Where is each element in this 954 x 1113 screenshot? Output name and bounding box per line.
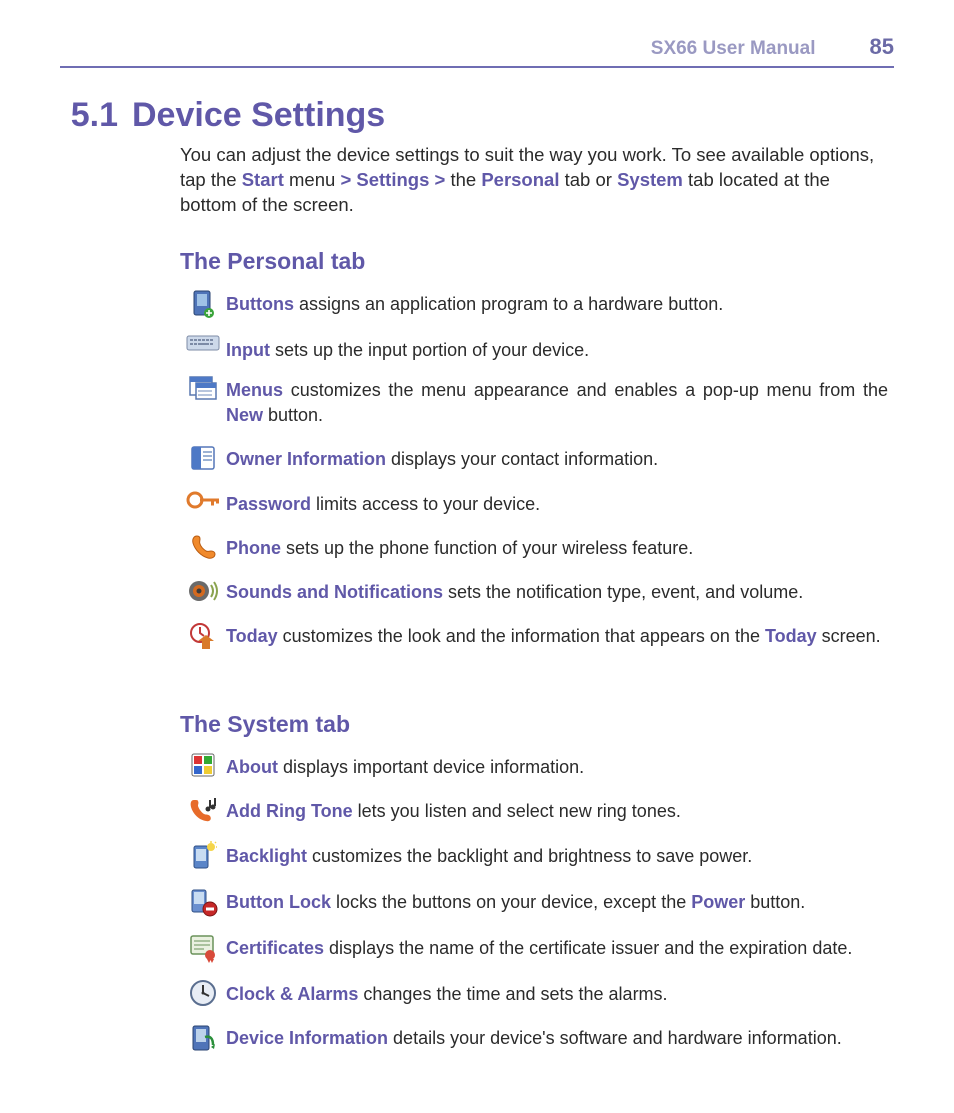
button-lock-icon (180, 887, 226, 917)
item-kw: New (226, 405, 263, 425)
item-desc: limits access to your device. (311, 494, 540, 514)
item-desc: sets up the phone function of your wirel… (281, 538, 693, 558)
owner-info-icon (180, 444, 226, 472)
list-item: Backlight customizes the backlight and b… (180, 841, 888, 871)
intro-text: tab or (559, 169, 617, 190)
list-item: Today customizes the look and the inform… (180, 621, 888, 651)
key-icon (180, 489, 226, 511)
page-number: 85 (870, 34, 894, 60)
device-info-icon (180, 1023, 226, 1053)
item-label: Backlight (226, 846, 307, 866)
intro-kw-start: Start (242, 169, 284, 190)
item-text: Password limits access to your device. (226, 489, 540, 517)
today-icon (180, 621, 226, 651)
item-label: Password (226, 494, 311, 514)
item-label: Clock & Alarms (226, 984, 358, 1004)
item-label: About (226, 757, 278, 777)
item-label: Button Lock (226, 892, 331, 912)
item-desc: sets up the input portion of your device… (270, 340, 589, 360)
item-kw: Today (765, 626, 817, 646)
item-label: Certificates (226, 938, 324, 958)
keyboard-icon (180, 335, 226, 353)
item-label: Buttons (226, 294, 294, 314)
list-item: Add Ring Tone lets you listen and select… (180, 796, 888, 824)
intro-kw-personal: Personal (481, 169, 559, 190)
ringtone-icon (180, 796, 226, 824)
list-item: Button Lock locks the buttons on your de… (180, 887, 888, 917)
system-items: About displays important device informat… (180, 752, 888, 1053)
intro-kw-settings: > Settings > (340, 169, 445, 190)
speaker-icon (180, 577, 226, 605)
system-tab-heading: The System tab (180, 711, 894, 738)
buttons-icon (180, 289, 226, 319)
item-text: Clock & Alarms changes the time and sets… (226, 979, 668, 1007)
item-label: Sounds and Notifications (226, 582, 443, 602)
item-desc: customizes the backlight and brightness … (307, 846, 752, 866)
item-label: Owner Information (226, 449, 386, 469)
item-label: Menus (226, 380, 283, 400)
section-number: 5.1 (60, 96, 132, 135)
item-desc: details your device's software and hardw… (388, 1028, 842, 1048)
certificates-icon (180, 933, 226, 963)
item-text: Device Information details your device's… (226, 1023, 842, 1051)
list-item: Clock & Alarms changes the time and sets… (180, 979, 888, 1007)
section-heading: 5.1 Device Settings (60, 96, 894, 135)
list-item: Input sets up the input portion of your … (180, 335, 888, 363)
item-text: Buttons assigns an application program t… (226, 289, 723, 317)
item-desc: button. (745, 892, 805, 912)
item-text: Phone sets up the phone function of your… (226, 533, 693, 561)
item-label: Device Information (226, 1028, 388, 1048)
item-text: Add Ring Tone lets you listen and select… (226, 796, 681, 824)
page-header: SX66 User Manual 85 (60, 34, 894, 68)
intro-text: menu (284, 169, 341, 190)
item-desc: customizes the menu appearance and enabl… (283, 380, 888, 400)
section-intro: You can adjust the device settings to su… (180, 143, 888, 218)
backlight-icon (180, 841, 226, 871)
item-text: Today customizes the look and the inform… (226, 621, 881, 649)
item-label: Phone (226, 538, 281, 558)
item-desc: lets you listen and select new ring tone… (353, 801, 681, 821)
item-text: Backlight customizes the backlight and b… (226, 841, 752, 869)
list-item: About displays important device informat… (180, 752, 888, 780)
manual-title: SX66 User Manual (651, 38, 816, 60)
item-desc: assigns an application program to a hard… (294, 294, 723, 314)
item-desc: sets the notification type, event, and v… (443, 582, 803, 602)
item-text: Owner Information displays your contact … (226, 444, 658, 472)
item-text: Button Lock locks the buttons on your de… (226, 887, 805, 915)
list-item: Password limits access to your device. (180, 489, 888, 517)
menus-icon (180, 375, 226, 401)
item-desc: customizes the look and the information … (278, 626, 765, 646)
item-text: About displays important device informat… (226, 752, 584, 780)
item-desc: displays the name of the certificate iss… (324, 938, 852, 958)
intro-kw-system: System (617, 169, 683, 190)
item-text: Input sets up the input portion of your … (226, 335, 589, 363)
list-item: Device Information details your device's… (180, 1023, 888, 1053)
personal-items: Buttons assigns an application program t… (180, 289, 888, 651)
list-item: Menus customizes the menu appearance and… (180, 375, 888, 428)
list-item: Phone sets up the phone function of your… (180, 533, 888, 561)
item-desc: button. (263, 405, 323, 425)
item-desc: displays important device information. (278, 757, 584, 777)
item-text: Certificates displays the name of the ce… (226, 933, 852, 961)
personal-tab-heading: The Personal tab (180, 248, 894, 275)
item-label: Input (226, 340, 270, 360)
section-title: Device Settings (132, 96, 385, 135)
phone-icon (180, 533, 226, 561)
item-label: Today (226, 626, 278, 646)
item-label: Add Ring Tone (226, 801, 353, 821)
item-desc: screen. (817, 626, 881, 646)
intro-text: the (445, 169, 481, 190)
item-kw: Power (691, 892, 745, 912)
item-desc: displays your contact information. (386, 449, 658, 469)
about-icon (180, 752, 226, 778)
list-item: Certificates displays the name of the ce… (180, 933, 888, 963)
clock-icon (180, 979, 226, 1007)
list-item: Sounds and Notifications sets the notifi… (180, 577, 888, 605)
list-item: Buttons assigns an application program t… (180, 289, 888, 319)
item-text: Sounds and Notifications sets the notifi… (226, 577, 803, 605)
item-desc: locks the buttons on your device, except… (331, 892, 691, 912)
list-item: Owner Information displays your contact … (180, 444, 888, 472)
item-text: Menus customizes the menu appearance and… (226, 375, 888, 428)
item-desc: changes the time and sets the alarms. (358, 984, 667, 1004)
